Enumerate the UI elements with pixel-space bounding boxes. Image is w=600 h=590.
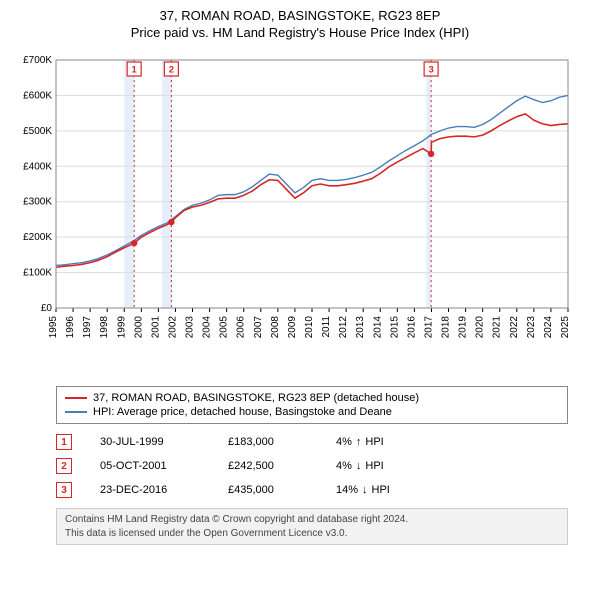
sale-marker-box: 1	[56, 434, 72, 450]
svg-text:2010: 2010	[304, 316, 315, 339]
svg-text:2014: 2014	[372, 316, 383, 339]
svg-text:£100K: £100K	[23, 268, 52, 279]
arrow-down-icon: ↓	[362, 484, 368, 496]
sale-row: 1 30-JUL-1999 £183,000 4% ↑HPI	[56, 430, 568, 454]
svg-text:2017: 2017	[423, 316, 434, 339]
svg-text:2025: 2025	[560, 316, 571, 339]
sale-vs-label: HPI	[365, 436, 383, 448]
svg-text:2003: 2003	[185, 316, 196, 339]
sale-date: 23-DEC-2016	[100, 484, 200, 496]
sales-table: 130-JUL-1999£183,0004%↑HPI205-OCT-2001£2…	[56, 430, 568, 502]
sale-vs-label: HPI	[372, 484, 390, 496]
svg-text:2009: 2009	[287, 316, 298, 339]
svg-text:2002: 2002	[167, 316, 178, 339]
svg-text:2001: 2001	[150, 316, 161, 339]
sale-vs-label: HPI	[365, 460, 383, 472]
chart-area: £0 £100K £200K £300K £400K £500K £600K £700K 199…	[10, 48, 590, 378]
sale-date: 05-OCT-2001	[100, 460, 200, 472]
svg-text:£0: £0	[41, 303, 53, 314]
legend: 37, ROMAN ROAD, BASINGSTOKE, RG23 8EP (d…	[56, 386, 568, 424]
svg-text:2005: 2005	[219, 316, 230, 339]
sale-diff: 14% ↓ HPI	[336, 484, 390, 496]
sale-marker-box: 2	[56, 458, 72, 474]
legend-item: 37, ROMAN ROAD, BASINGSTOKE, RG23 8EP (d…	[65, 391, 559, 405]
sale-diff: 4% ↓HPI	[336, 460, 384, 472]
svg-text:2011: 2011	[321, 316, 332, 338]
svg-text:2007: 2007	[253, 316, 264, 339]
svg-text:£300K: £300K	[23, 197, 52, 208]
sale-row: 3 23-DEC-2016 £435,000 14% ↓ HPI	[56, 478, 568, 502]
svg-text:2019: 2019	[458, 316, 469, 339]
sale-row: 2 05-OCT-2001 £242,500 4% ↓HPI	[56, 454, 568, 478]
legend-label: HPI: Average price, detached house, Basi…	[93, 406, 392, 418]
line-chart-svg: £0 £100K £200K £300K £400K £500K £600K £700K 199…	[10, 48, 590, 378]
svg-text:£500K: £500K	[23, 126, 52, 137]
svg-text:2015: 2015	[389, 316, 400, 339]
svg-text:2013: 2013	[355, 316, 366, 339]
sale-price: £435,000	[228, 484, 308, 496]
sale-pct: 4%	[336, 436, 352, 448]
sale-date: 30-JUL-1999	[100, 436, 200, 448]
legend-item: HPI: Average price, detached house, Basi…	[65, 405, 559, 419]
chart-container: 37, ROMAN ROAD, BASINGSTOKE, RG23 8EP Pr…	[0, 0, 600, 555]
sale-pct: 4%	[336, 460, 352, 472]
subtitle: Price paid vs. HM Land Registry's House …	[10, 25, 590, 40]
svg-text:1998: 1998	[99, 316, 110, 339]
sale-price: £183,000	[228, 436, 308, 448]
svg-text:1: 1	[132, 65, 138, 76]
svg-text:2008: 2008	[270, 316, 281, 339]
svg-text:£600K: £600K	[23, 90, 52, 101]
svg-text:£400K: £400K	[23, 161, 52, 172]
svg-text:2021: 2021	[492, 316, 503, 339]
sale-pct: 14%	[336, 484, 358, 496]
svg-text:1996: 1996	[65, 316, 76, 339]
arrow-up-icon: ↑	[356, 436, 362, 448]
svg-text:2006: 2006	[236, 316, 247, 339]
svg-text:1999: 1999	[116, 316, 127, 339]
address-title: 37, ROMAN ROAD, BASINGSTOKE, RG23 8EP	[10, 8, 590, 23]
svg-text:2004: 2004	[202, 316, 213, 339]
title-block: 37, ROMAN ROAD, BASINGSTOKE, RG23 8EP Pr…	[10, 8, 590, 40]
legend-swatch	[65, 397, 87, 399]
sale-price: £242,500	[228, 460, 308, 472]
svg-text:2020: 2020	[475, 316, 486, 339]
svg-text:3: 3	[428, 65, 433, 76]
svg-text:2: 2	[169, 65, 174, 76]
sale-diff: 4% ↑HPI	[336, 436, 384, 448]
arrow-down-icon: ↓	[356, 460, 362, 472]
svg-text:1995: 1995	[48, 316, 59, 339]
legend-swatch	[65, 411, 87, 413]
svg-text:2018: 2018	[441, 316, 452, 339]
sale-marker-box: 3	[56, 482, 72, 498]
legend-label: 37, ROMAN ROAD, BASINGSTOKE, RG23 8EP (d…	[93, 392, 419, 404]
footer-line-1: Contains HM Land Registry data © Crown c…	[65, 513, 559, 527]
svg-text:2023: 2023	[526, 316, 537, 339]
svg-text:2016: 2016	[406, 316, 417, 339]
svg-text:£700K: £700K	[23, 55, 52, 66]
svg-text:2012: 2012	[338, 316, 349, 339]
svg-text:1997: 1997	[82, 316, 93, 339]
svg-text:2022: 2022	[509, 316, 520, 339]
svg-text:£200K: £200K	[23, 232, 52, 243]
footer-line-2: This data is licensed under the Open Gov…	[65, 527, 559, 541]
svg-text:2000: 2000	[133, 316, 144, 339]
svg-text:2024: 2024	[543, 316, 554, 339]
footer-attribution: Contains HM Land Registry data © Crown c…	[56, 508, 568, 545]
